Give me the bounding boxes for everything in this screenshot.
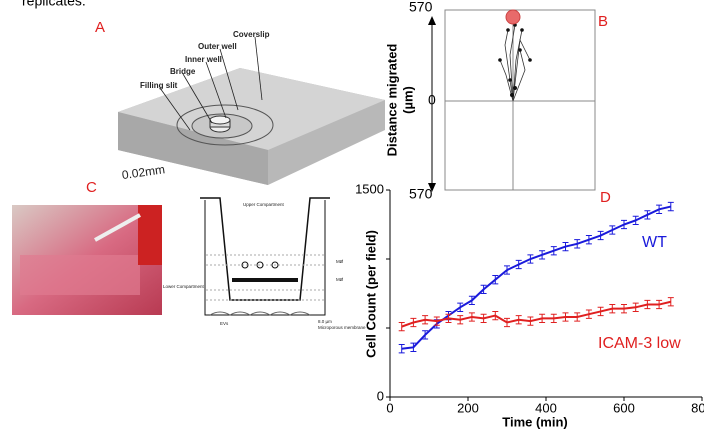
error-bar (550, 313, 557, 323)
scale-label: 0.02mm (121, 162, 166, 182)
error-bar (621, 304, 627, 314)
error-bar (410, 342, 417, 352)
trajectory-plot: 570 0 570 Distance migrated (µm) (384, 0, 596, 202)
error-bar (422, 315, 429, 325)
error-bar (398, 321, 405, 332)
x-tick-label: 400 (535, 400, 557, 415)
error-bar (468, 312, 475, 322)
error-bar (515, 315, 522, 325)
photo (12, 205, 162, 315)
y-axis-title: Cell Count (per field) (363, 230, 378, 358)
x-tick-label: 800 (691, 400, 704, 415)
y-tick-label: 1500 (355, 181, 384, 196)
error-bar (585, 235, 592, 245)
error-bar (398, 344, 405, 354)
diagram-label: Filling slit (140, 81, 178, 90)
diagram-label: EVs (220, 321, 229, 326)
error-bar (562, 241, 569, 252)
error-bar (422, 330, 429, 340)
panel-label: D (600, 189, 611, 206)
legend-label: WT (642, 234, 667, 251)
panel-label: C (86, 179, 97, 196)
series-line (401, 205, 672, 350)
diagram-label: MØ (336, 277, 344, 282)
y-tick-label: 0 (377, 388, 384, 403)
error-bar (504, 265, 510, 275)
error-bar (480, 313, 487, 323)
error-bar (515, 259, 522, 270)
error-bar (667, 201, 674, 212)
error-bar (574, 239, 581, 249)
axis-title: Distance migrated (384, 44, 399, 157)
error-bar (433, 316, 440, 326)
diagram-label: Lower Compartment (163, 284, 205, 289)
diagram-label: Coverslip (233, 30, 270, 39)
error-bar (656, 299, 663, 310)
error-bar (410, 317, 417, 328)
transwell-diagram (200, 197, 330, 316)
error-bar (468, 295, 475, 306)
error-bar (632, 302, 639, 312)
diagram-label: Inner well (185, 55, 222, 64)
error-bar (457, 302, 464, 312)
caption-fragment: replicates. (22, 0, 86, 9)
error-bar (527, 254, 534, 264)
error-bar (527, 316, 534, 326)
error-bar (492, 310, 499, 321)
error-bar (562, 312, 569, 322)
error-bar (667, 297, 674, 307)
series-line (401, 300, 672, 328)
axis-label: 570 (409, 0, 433, 15)
error-bar (597, 230, 604, 241)
axis-label: 0 (428, 92, 436, 108)
diagram-label: 8.0 µm (318, 319, 332, 324)
axis-label: 570 (409, 186, 433, 202)
panel-label: A (95, 19, 105, 36)
diagram-label: Outer well (198, 42, 237, 51)
x-tick-label: 0 (386, 400, 393, 415)
error-bar (621, 219, 627, 230)
error-bar (644, 210, 651, 220)
diagram-label: Bridge (170, 67, 196, 76)
error-bar (632, 215, 639, 225)
error-bar (656, 204, 663, 214)
error-bar (504, 317, 510, 328)
legend-label: ICAM-3 low (598, 335, 681, 352)
error-bar (550, 246, 557, 256)
diagram-label: MØ (336, 259, 344, 264)
error-bar (574, 312, 581, 322)
x-axis-title: Time (min) (502, 414, 568, 429)
diagram-label: Microporous membrane (318, 325, 366, 330)
panel-label: B (598, 13, 608, 30)
diagram-label: Upper Compartment (243, 202, 285, 207)
error-bar (480, 284, 487, 294)
error-bar (539, 250, 546, 260)
error-bar (492, 275, 499, 285)
error-bar (597, 306, 604, 317)
dish-diagram: Coverslip Outer well Inner well Bridge F… (118, 30, 385, 185)
error-bar (457, 315, 464, 325)
error-bar (539, 313, 546, 323)
error-bar (609, 225, 616, 235)
error-bar (609, 304, 616, 314)
x-tick-label: 200 (457, 400, 479, 415)
x-tick-label: 600 (613, 400, 635, 415)
error-bar (585, 309, 592, 319)
axis-title: (µm) (400, 86, 415, 114)
error-bar (644, 299, 651, 310)
error-bar (445, 313, 452, 323)
